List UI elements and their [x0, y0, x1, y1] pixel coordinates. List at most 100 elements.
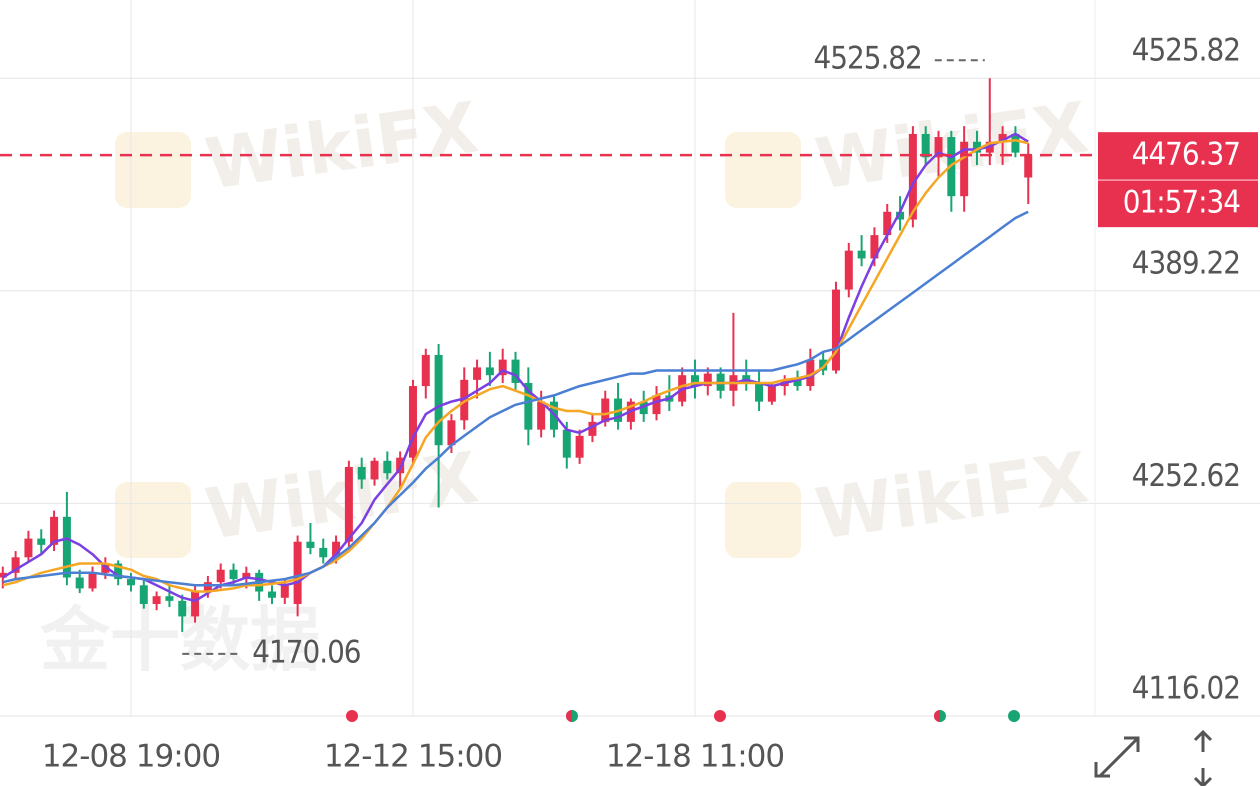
watermark-logo: [725, 482, 801, 558]
scale-button[interactable]: [1193, 729, 1213, 786]
candle-body: [11, 557, 20, 573]
candle-body: [24, 538, 33, 558]
expand-button[interactable]: [1094, 736, 1140, 778]
watermark-logo: [115, 482, 191, 558]
candle-body: [37, 538, 46, 545]
candle-body: [806, 359, 815, 387]
candle-body: [601, 398, 610, 422]
candle-body: [960, 141, 969, 197]
candle-body: [50, 516, 59, 545]
candle-body: [639, 401, 648, 415]
moving-average-line: [2, 132, 1029, 603]
candle-body: [870, 235, 879, 259]
candle-body: [588, 421, 597, 436]
event-dots: [346, 710, 1020, 722]
candle-body: [844, 250, 853, 290]
candle-body: [524, 382, 533, 430]
candle-body: [972, 141, 981, 153]
candle-body: [819, 359, 828, 371]
watermark-logo: [115, 132, 191, 208]
candle-body: [152, 596, 161, 604]
candle-body: [88, 572, 97, 589]
candle-body: [883, 211, 892, 236]
candle-body: [370, 460, 379, 480]
y-tick-label: 4525.82: [1132, 33, 1240, 69]
candle-body: [114, 563, 123, 580]
candle-body: [126, 579, 135, 586]
x-tick-label: 12-18 11:00: [606, 739, 784, 775]
candle-body: [575, 435, 584, 458]
candle-body: [178, 600, 187, 617]
event-dot-half: [934, 710, 940, 722]
candle-body: [267, 591, 276, 598]
countdown: 01:57:34: [1123, 185, 1241, 221]
candle-body: [332, 541, 341, 558]
event-dot[interactable]: [1008, 710, 1020, 722]
candle-body: [229, 569, 238, 580]
candle-body: [293, 541, 302, 604]
candle-body: [767, 386, 776, 402]
plot: [0, 78, 1033, 632]
event-dot[interactable]: [346, 710, 358, 722]
candle-body: [690, 375, 699, 387]
moving-average-line: [2, 138, 1029, 593]
candle-body: [216, 569, 225, 583]
candle-body: [857, 250, 866, 259]
candle-body: [421, 354, 430, 387]
y-tick-label: 4389.22: [1132, 245, 1240, 281]
watermark: WikiFX: [811, 436, 1093, 555]
candle-body: [165, 596, 174, 601]
candle-body: [319, 547, 328, 558]
candle-body: [652, 395, 661, 415]
candle-body: [793, 379, 802, 387]
x-tick-label: 12-12 15:00: [324, 739, 502, 775]
candle-body: [498, 359, 507, 376]
controls: [1094, 729, 1213, 786]
candle-body: [1011, 133, 1020, 153]
candle-body: [537, 401, 546, 430]
candle-body: [460, 379, 469, 421]
candle-body: [62, 516, 71, 578]
moving-average-line: [2, 210, 1029, 587]
candle-body: [434, 354, 443, 446]
candle-body: [306, 541, 315, 548]
candle-body: [485, 367, 494, 376]
candle-body: [191, 591, 200, 617]
candle-body: [908, 133, 917, 220]
candle-body: [934, 137, 943, 158]
candle-body: [0, 572, 7, 578]
candle-body: [473, 367, 482, 380]
y-tick-label: 4116.02: [1132, 671, 1240, 707]
annotations: 4525.82 4170.06 4476.37 01:57:34: [0, 41, 1258, 670]
candle-body: [75, 577, 84, 589]
candle-body: [203, 582, 212, 592]
low-label: 4170.06: [252, 634, 360, 670]
candle-body: [755, 382, 764, 402]
candle-body: [280, 585, 289, 598]
candle-body: [383, 460, 392, 474]
candle-body: [1024, 155, 1033, 178]
y-tick-label: 4252.62: [1132, 458, 1240, 494]
candle-body: [242, 572, 251, 580]
candle-body: [921, 133, 930, 158]
high-label: 4525.82: [813, 41, 921, 77]
event-dot-half: [566, 710, 572, 722]
candle-body: [562, 429, 571, 458]
x-tick-label: 12-08 19:00: [42, 739, 220, 775]
watermark: WikiFX: [201, 86, 483, 205]
candle-body: [511, 359, 520, 383]
candle-body: [703, 373, 712, 387]
watermark-logo: [725, 132, 801, 208]
candle-body: [408, 386, 417, 458]
candle-body: [139, 585, 148, 604]
event-dot[interactable]: [714, 710, 726, 722]
candle-body: [998, 133, 1007, 142]
candle-body: [344, 467, 353, 542]
current-price: 4476.37: [1132, 137, 1240, 173]
candle-body: [447, 420, 456, 446]
candle-body: [831, 289, 840, 371]
